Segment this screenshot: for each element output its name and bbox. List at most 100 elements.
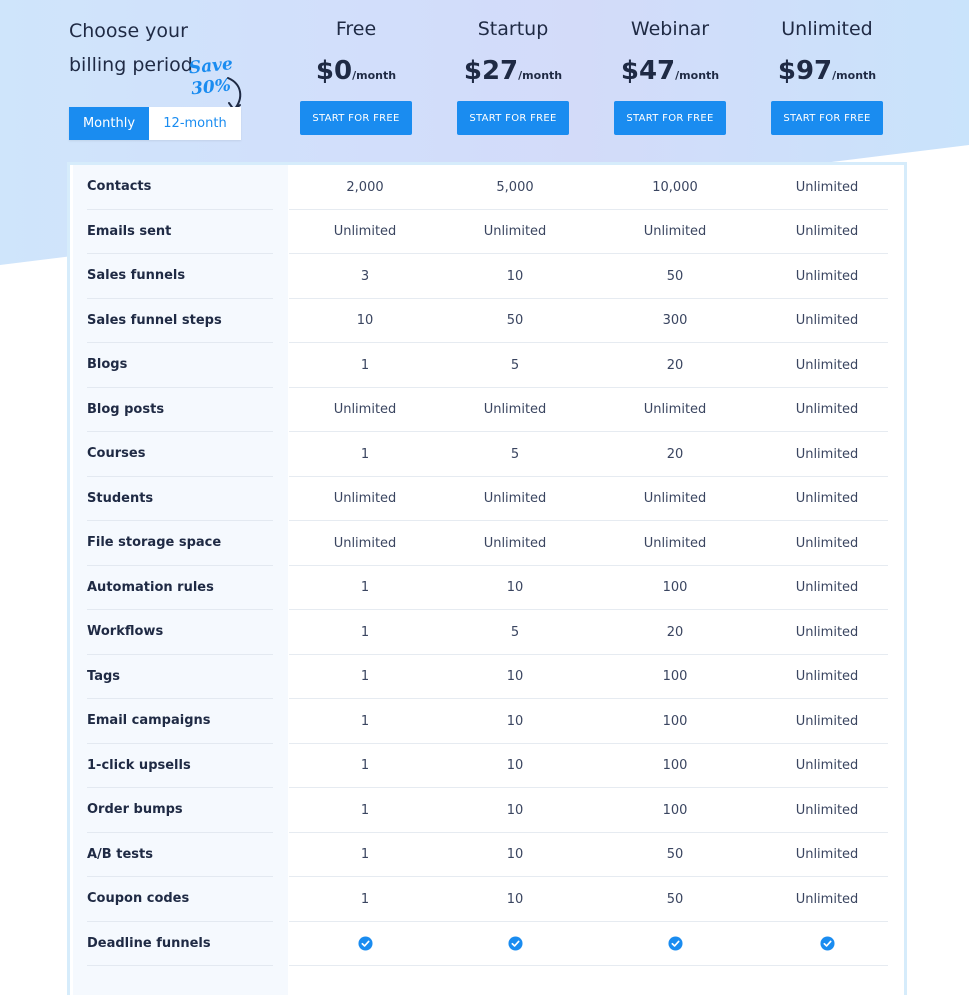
price-unit: /month (518, 69, 563, 82)
table-row: Workflows 1 5 20 Unlimited (70, 610, 904, 655)
table-row: Sales funnel steps 10 50 300 Unlimited (70, 299, 904, 343)
monthly-toggle-option[interactable]: Monthly (69, 107, 149, 140)
feature-value-cell: 1 (360, 580, 370, 596)
feature-label: Students (87, 477, 273, 521)
price-unit: /month (352, 69, 397, 82)
row-divider (289, 831, 888, 833)
feature-value-cell: Unlimited (643, 535, 707, 551)
feature-value-cell: 20 (666, 624, 684, 640)
row-divider (289, 253, 888, 254)
billing-period-title: Choose your billing period (69, 20, 193, 76)
feature-value-cell: 1 (360, 357, 370, 373)
feature-value-cell: Unlimited (795, 669, 859, 685)
feature-label: Sales funnels (87, 254, 273, 299)
feature-value-cell: 10 (506, 847, 524, 863)
start-for-free-button[interactable]: START FOR FREE (614, 101, 726, 135)
feature-value-cell: Unlimited (483, 535, 547, 551)
table-row: Sales funnels 3 10 50 Unlimited (70, 254, 904, 299)
price-unit: /month (832, 69, 877, 82)
plan-name: Webinar (630, 18, 710, 40)
feature-value-cell: 10 (506, 802, 524, 818)
price-amount: $0 (315, 56, 353, 86)
plan-startup: Startup $27/month START FOR FREE (448, 16, 578, 135)
feature-value-cell: Unlimited (483, 224, 547, 240)
feature-value-cell: Unlimited (795, 446, 859, 462)
feature-value-cell: 10 (506, 669, 524, 685)
plan-price: $27/month (448, 56, 578, 88)
feature-value-cell: 300 (662, 313, 688, 329)
yearly-toggle-option[interactable]: 12-month (149, 107, 241, 140)
feature-value-cell: 2,000 (346, 179, 384, 195)
feature-value-cell: Unlimited (795, 402, 859, 418)
plan-webinar: Webinar $47/month START FOR FREE (605, 16, 735, 135)
feature-value-cell: 100 (662, 802, 688, 818)
check-icon (757, 922, 897, 967)
table-row: 1-click upsells 1 10 100 Unlimited (70, 744, 904, 788)
feature-value-cell: Unlimited (795, 624, 859, 640)
feature-label: Order bumps (87, 788, 273, 833)
feature-label: Sales funnel steps (87, 299, 273, 343)
row-divider (289, 653, 888, 655)
table-row: Email campaigns 1 10 100 Unlimited (70, 699, 904, 744)
feature-label: Email campaigns (87, 699, 273, 744)
feature-value-cell: Unlimited (795, 313, 859, 329)
table-row: Courses 1 5 20 Unlimited (70, 432, 904, 477)
feature-label: Courses (87, 432, 273, 477)
feature-value-cell: Unlimited (795, 179, 859, 195)
table-row: A/B tests 1 10 50 Unlimited (70, 833, 904, 877)
feature-value-cell: 10 (506, 758, 524, 774)
feature-value-cell: 5,000 (496, 179, 534, 195)
feature-value-cell: Unlimited (795, 491, 859, 507)
feature-value-cell: 100 (662, 713, 688, 729)
row-divider (289, 965, 888, 966)
feature-value-cell: Unlimited (643, 224, 707, 240)
plan-name: Startup (477, 18, 549, 40)
feature-label: Contacts (87, 165, 273, 210)
row-divider (289, 342, 888, 343)
check-icon (295, 922, 435, 967)
start-for-free-button[interactable]: START FOR FREE (771, 101, 883, 135)
row-divider (289, 208, 888, 210)
feature-value-cell: Unlimited (643, 402, 707, 418)
table-row: Coupon codes 1 10 50 Unlimited (70, 877, 904, 922)
feature-value-cell: Unlimited (333, 535, 397, 551)
feature-value-cell: 10 (506, 268, 524, 284)
row-divider (289, 742, 888, 744)
feature-label: Emails sent (87, 210, 273, 254)
feature-value-cell: 100 (662, 758, 688, 774)
feature-label: Deadline funnels (87, 922, 273, 966)
table-row: File storage space Unlimited Unlimited Unli… (70, 521, 904, 566)
feature-value-cell: 10 (506, 580, 524, 596)
feature-value-cell: Unlimited (795, 580, 859, 596)
price-amount: $97 (777, 56, 833, 86)
feature-value-cell: 20 (666, 357, 684, 373)
feature-value-cell: 1 (360, 713, 370, 729)
feature-value-cell: Unlimited (795, 713, 859, 729)
start-for-free-button[interactable]: START FOR FREE (457, 101, 569, 135)
feature-value-cell: Unlimited (483, 491, 547, 507)
plan-unlimited: Unlimited $97/month START FOR FREE (762, 16, 892, 135)
feature-value-cell: 50 (666, 847, 684, 863)
table-row: Emails sent Unlimited Unlimited Unlimited Un… (70, 210, 904, 254)
feature-label: File storage space (87, 521, 273, 566)
feature-value-cell: 10 (506, 713, 524, 729)
feature-label: Blogs (87, 343, 273, 388)
feature-value-cell: Unlimited (333, 491, 397, 507)
table-row: Deadline funnels (70, 922, 904, 967)
feature-value-cell: 3 (360, 268, 370, 284)
check-icon (605, 922, 745, 967)
feature-value-cell: 50 (506, 313, 524, 329)
check-icon (445, 922, 585, 967)
row-divider (289, 475, 888, 477)
feature-value-cell: Unlimited (333, 402, 397, 418)
feature-value-cell: Unlimited (795, 758, 859, 774)
feature-label: Workflows (87, 610, 273, 655)
feature-value-cell: 1 (360, 446, 370, 462)
start-for-free-button[interactable]: START FOR FREE (300, 101, 412, 135)
feature-value-cell: 5 (510, 446, 520, 462)
table-row: Order bumps 1 10 100 Unlimited (70, 788, 904, 833)
row-divider (289, 698, 888, 699)
row-divider (289, 431, 888, 432)
feature-value-cell: Unlimited (483, 402, 547, 418)
feature-value-cell: 5 (510, 624, 520, 640)
